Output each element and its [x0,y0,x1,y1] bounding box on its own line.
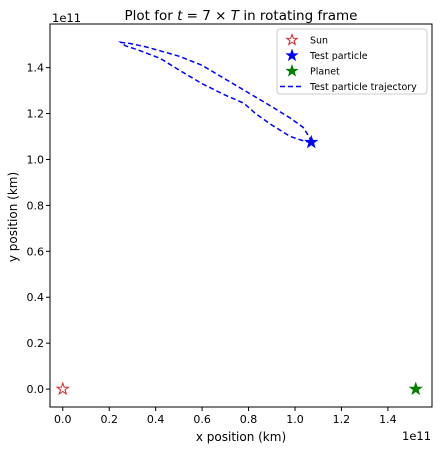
x-tick-label: 0.0 [54,413,72,426]
legend-test-particle-trajectory-label: Test particle trajectory [309,82,417,93]
legend-test-particle-marker [285,48,299,62]
y-tick-label: 0.2 [27,337,45,350]
y-offset-text: 1e11 [52,11,81,25]
x-tick-label: 0.4 [147,413,165,426]
y-tick-label: 1.2 [27,108,45,121]
x-offset-text: 1e11 [402,429,431,443]
legend-box [276,28,428,95]
y-tick-label: 0.4 [27,291,45,304]
y-tick-label: 0.6 [27,245,45,258]
x-tick-label: 0.8 [240,413,258,426]
sun-marker [55,381,70,396]
y-tick-label: 0.0 [27,383,45,396]
test-particle-trajectory-line [118,41,312,143]
legend-planet-marker [285,63,299,77]
ticks-layer: 0.0 0.2 0.4 0.6 0.8 1.0 1.2 1.4 0.0 0.2 0.4 0.6 0.8 1… [27,62,397,426]
y-tick-label: 1.0 [27,153,45,166]
y-axis-label: y position (km) [6,172,20,262]
y-tick-label: 1.4 [27,62,45,75]
legend-sun-label: Sun [310,36,328,47]
planet-marker [408,381,423,396]
x-tick-label: 0.2 [100,413,118,426]
axes-frame [49,23,433,408]
x-tick-label: 0.6 [193,413,211,426]
legend: Sun Test particle Planet Test particle traj… [276,28,428,95]
x-tick-label: 1.2 [333,413,351,426]
test-particle-marker [304,134,319,149]
x-tick-label: 1.0 [286,413,304,426]
legend-sun-marker [285,32,299,46]
y-tick-label: 0.8 [27,199,45,212]
x-axis-label: x position (km) [196,430,286,444]
legend-planet-label: Planet [310,67,340,78]
legend-test-particle-label: Test particle [309,51,368,62]
x-tick-label: 1.4 [379,413,397,426]
chart-title: Plot for t = 7 × T in rotating frame [125,8,358,24]
plot-area [55,41,423,396]
legend-items: Sun Test particle Planet Test particle traj… [280,32,417,93]
